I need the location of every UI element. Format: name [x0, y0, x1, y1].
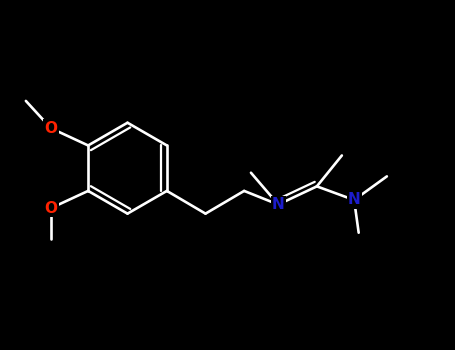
Text: N: N	[348, 193, 360, 208]
Text: N: N	[272, 197, 285, 212]
Text: O: O	[44, 121, 57, 136]
Text: O: O	[44, 201, 57, 216]
